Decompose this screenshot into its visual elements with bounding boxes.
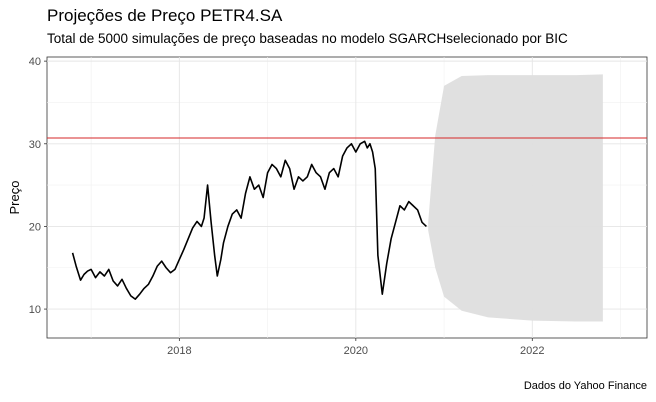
x-tick-label: 2022 — [520, 345, 544, 357]
chart-caption: Dados do Yahoo Finance — [523, 380, 647, 392]
x-tick-label: 2020 — [344, 345, 368, 357]
price-series-group — [71, 140, 427, 300]
simulation-band — [428, 74, 603, 322]
chart-subtitle: Total de 5000 simulações de preço basead… — [47, 31, 568, 46]
axis-labels: 2018 2020 2022 10 20 30 40 — [29, 56, 545, 357]
price-series-line — [71, 140, 427, 300]
y-tick-label: 30 — [29, 139, 41, 151]
y-tick-label: 40 — [29, 56, 41, 68]
chart-title: Projeções de Preço PETR4.SA — [47, 6, 283, 25]
simulation-band-group — [428, 74, 603, 322]
y-axis-title: Preço — [7, 181, 22, 215]
y-tick-label: 10 — [29, 304, 41, 316]
y-tick-label: 20 — [29, 221, 41, 233]
x-tick-label: 2018 — [167, 345, 191, 357]
